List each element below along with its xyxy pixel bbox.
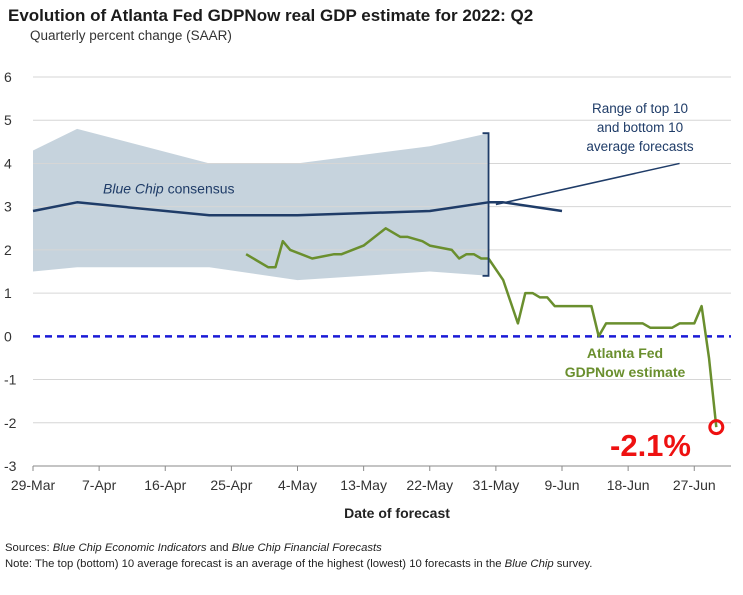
y-tick-label: -2 bbox=[4, 415, 17, 431]
y-tick-label: 2 bbox=[4, 242, 12, 258]
chart-title: Evolution of Atlanta Fed GDPNow real GDP… bbox=[8, 6, 534, 25]
y-tick-label: 0 bbox=[4, 328, 12, 344]
sources-label: Sources: bbox=[5, 542, 50, 554]
y-tick-label: 5 bbox=[4, 112, 12, 128]
chart-subtitle: Quarterly percent change (SAAR) bbox=[30, 28, 232, 43]
x-tick-label: 7-Apr bbox=[82, 477, 117, 493]
note-part1: The top (bottom) 10 average forecast is … bbox=[32, 558, 505, 570]
y-tick-label: -1 bbox=[4, 372, 17, 388]
x-tick-label: 29-Mar bbox=[11, 477, 56, 493]
sources-line: Sources: Blue Chip Economic Indicators a… bbox=[5, 540, 592, 556]
y-tick-label: 4 bbox=[4, 155, 12, 171]
x-tick-label: 9-Jun bbox=[544, 477, 579, 493]
last-value-label: -2.1% bbox=[610, 428, 691, 463]
y-tick-label: 3 bbox=[4, 199, 12, 215]
sources-part3: Blue Chip Financial Forecasts bbox=[231, 542, 382, 554]
note-part2: Blue Chip bbox=[504, 558, 554, 570]
gdpnow-series-line bbox=[245, 227, 718, 428]
x-tick-label: 13-May bbox=[340, 477, 387, 493]
x-axis-title: Date of forecast bbox=[344, 505, 450, 521]
x-tick-label: 4-May bbox=[278, 477, 317, 493]
gdpnow-label-line: Atlanta Fed bbox=[587, 345, 663, 361]
note-part3: survey. bbox=[553, 558, 593, 570]
sources-part2: and bbox=[206, 542, 232, 554]
y-tick-label: 1 bbox=[4, 285, 12, 301]
gdpnow-label-line: GDPNow estimate bbox=[565, 364, 686, 380]
x-tick-label: 22-May bbox=[406, 477, 453, 493]
consensus-label: Blue Chip consensus bbox=[103, 181, 235, 197]
range-label-line: and bottom 10 bbox=[597, 120, 683, 135]
x-tick-label: 16-Apr bbox=[144, 477, 186, 493]
y-tick-label: 6 bbox=[4, 69, 12, 85]
note-line: Note: The top (bottom) 10 average foreca… bbox=[5, 556, 592, 572]
last-value-marker bbox=[708, 419, 725, 436]
sources-part1: Blue Chip Economic Indicators bbox=[52, 542, 207, 554]
note-label: Note: bbox=[5, 558, 33, 570]
x-tick-label: 25-Apr bbox=[210, 477, 252, 493]
x-tick-label: 18-Jun bbox=[607, 477, 650, 493]
x-tick-label: 27-Jun bbox=[673, 477, 716, 493]
range-band-area bbox=[33, 128, 489, 281]
chart-footnotes: Sources: Blue Chip Economic Indicators a… bbox=[5, 540, 592, 572]
range-label-line: average forecasts bbox=[586, 139, 694, 154]
x-tick-label: 31-May bbox=[473, 477, 520, 493]
consensus-series-line bbox=[32, 201, 563, 217]
range-label-line: Range of top 10 bbox=[592, 101, 688, 116]
y-tick-label: -3 bbox=[4, 458, 17, 474]
range-pointer-line bbox=[495, 162, 680, 206]
range-bracket bbox=[482, 132, 490, 277]
